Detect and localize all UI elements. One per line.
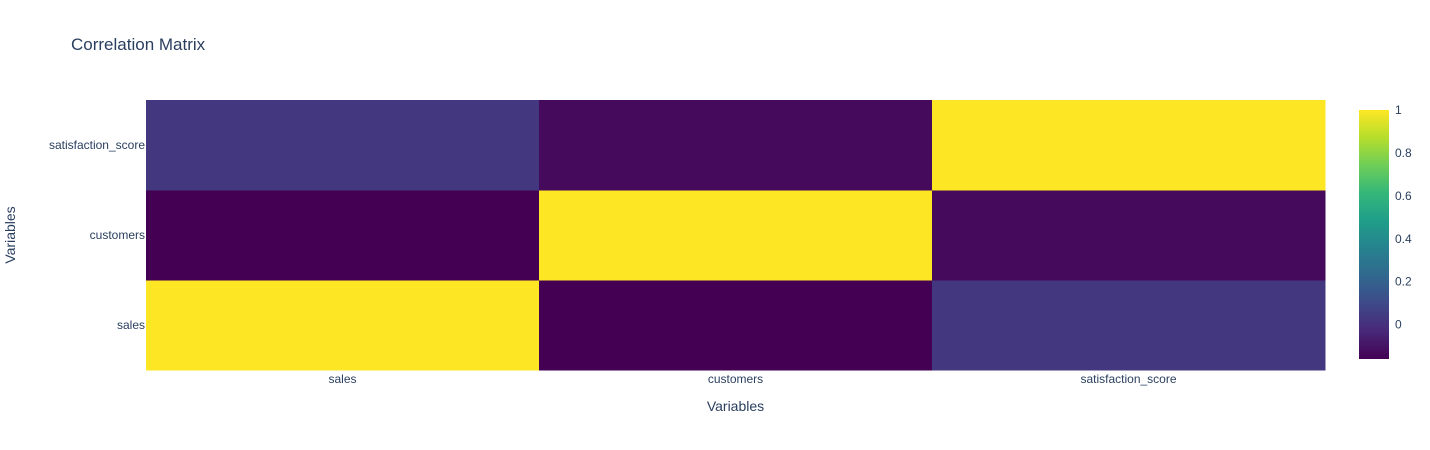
heatmap-cell-satisfaction_score-customers	[539, 100, 933, 191]
x-axis-ticks: sales customers satisfaction_score	[328, 372, 1176, 386]
heatmap-cell-satisfaction_score-sales	[146, 100, 540, 191]
heatmap-cell-sales-sales	[146, 280, 540, 371]
y-axis-title: Variables	[2, 206, 18, 263]
x-tick-label: satisfaction_score	[1080, 372, 1176, 386]
colorbar-tick-label: 0.8	[1395, 146, 1412, 160]
colorbar	[1359, 110, 1389, 359]
x-axis-title: Variables	[707, 398, 764, 414]
heatmap-cell-sales-satisfaction_score	[932, 280, 1326, 371]
colorbar-tick-label: 0.4	[1395, 232, 1412, 246]
y-tick-label: satisfaction_score	[49, 138, 145, 152]
chart-title: Correlation Matrix	[71, 35, 206, 54]
heatmap-cell-sales-customers	[539, 280, 933, 371]
y-tick-label: customers	[90, 228, 145, 242]
y-axis-ticks: sales customers satisfaction_score	[49, 138, 145, 332]
heatmap-cell-customers-customers	[539, 190, 933, 281]
y-tick-label: sales	[117, 318, 145, 332]
colorbar-tick-label: 0	[1395, 318, 1402, 332]
colorbar-tick-label: 0.2	[1395, 275, 1412, 289]
colorbar-tick-label: 0.6	[1395, 189, 1412, 203]
x-tick-label: sales	[328, 372, 356, 386]
heatmap-cell-customers-satisfaction_score	[932, 190, 1326, 281]
x-tick-label: customers	[708, 372, 763, 386]
heatmap-cell-satisfaction_score-satisfaction_score	[932, 100, 1326, 191]
colorbar-tick-label: 1	[1395, 103, 1402, 117]
colorbar-ticks: 0 0.2 0.4 0.6 0.8 1	[1395, 103, 1412, 332]
heatmap-cell-customers-sales	[146, 190, 540, 281]
heatmap-cells	[146, 100, 1326, 371]
